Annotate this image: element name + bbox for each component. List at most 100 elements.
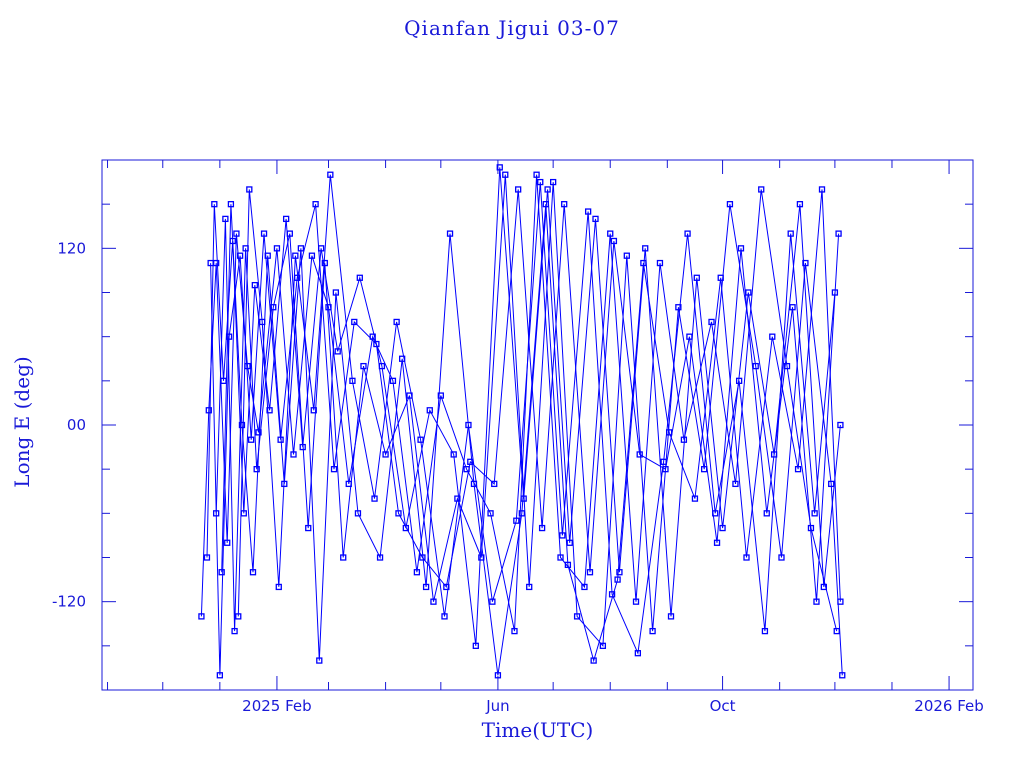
data-point-marker <box>332 289 340 296</box>
data-point-marker <box>837 598 844 605</box>
data-point-marker <box>758 186 765 193</box>
data-point-marker <box>371 495 378 502</box>
data-point-marker <box>417 436 424 443</box>
x-tick-label: 2025 Feb <box>242 697 312 715</box>
data-point-marker <box>273 245 281 252</box>
data-point-marker <box>616 569 623 576</box>
data-point-marker <box>561 201 568 208</box>
data-point-marker <box>566 539 573 546</box>
data-point-marker <box>818 186 826 193</box>
data-point-marker <box>813 598 820 605</box>
data-point-marker <box>227 201 235 208</box>
data-point-marker <box>467 458 474 465</box>
data-point-marker <box>426 407 433 414</box>
data-point-marker <box>260 230 268 237</box>
data-point-marker <box>607 230 614 237</box>
data-point-marker <box>489 598 496 605</box>
data-point-marker <box>550 178 557 186</box>
data-point-marker <box>389 377 397 384</box>
data-point-marker <box>632 598 640 605</box>
data-point-marker <box>360 362 367 370</box>
data-point-marker <box>351 318 358 326</box>
data-point-marker <box>573 613 581 620</box>
data-point-marker <box>732 480 739 488</box>
data-point-marker <box>422 583 430 591</box>
series-line <box>200 174 838 632</box>
data-point-marker <box>198 613 205 620</box>
data-point-marker <box>794 466 802 473</box>
data-point-marker <box>623 252 630 259</box>
series-2 <box>207 186 842 679</box>
data-point-marker <box>743 554 750 561</box>
data-point-marker <box>802 259 809 267</box>
data-point-marker <box>494 672 502 679</box>
data-point-marker <box>642 245 649 252</box>
data-point-marker <box>684 230 691 237</box>
data-point-marker <box>465 421 472 429</box>
series-3 <box>213 171 846 679</box>
data-point-marker <box>752 362 759 370</box>
data-point-marker <box>382 451 389 458</box>
data-point-marker <box>259 318 266 326</box>
data-point-marker <box>255 429 262 436</box>
data-point-marker <box>513 517 520 524</box>
data-point-marker <box>446 230 454 237</box>
data-point-marker <box>393 318 400 326</box>
series-line <box>206 167 841 646</box>
data-point-marker <box>308 252 316 259</box>
data-point-marker <box>544 186 551 193</box>
data-point-marker <box>712 510 719 517</box>
data-point-marker <box>526 583 533 591</box>
data-point-marker <box>270 304 277 311</box>
data-point-marker <box>789 304 796 311</box>
series-line <box>221 189 841 676</box>
data-point-marker <box>413 569 421 576</box>
data-point-marker <box>586 569 594 576</box>
data-point-marker <box>316 657 323 664</box>
data-point-marker <box>349 377 356 384</box>
data-point-marker <box>737 245 745 252</box>
data-point-marker <box>701 466 708 473</box>
series-1 <box>203 164 844 649</box>
data-point-marker <box>225 333 233 340</box>
data-point-marker <box>590 657 597 664</box>
data-point-marker <box>450 451 457 458</box>
data-point-marker <box>297 245 305 252</box>
data-point-marker <box>430 598 437 605</box>
data-point-marker <box>334 348 341 355</box>
data-point-marker <box>373 340 380 348</box>
chart-title: Qianfan Jigui 03-07 <box>404 16 620 40</box>
data-point-marker <box>693 274 700 281</box>
y-tick-label: -120 <box>52 593 86 611</box>
data-point-marker <box>584 208 592 215</box>
data-point-marker <box>437 392 444 399</box>
data-point-marker <box>581 583 588 591</box>
data-point-marker <box>839 672 846 679</box>
data-point-marker <box>312 201 319 208</box>
data-point-marker <box>660 458 667 465</box>
series-line <box>215 174 843 676</box>
data-point-marker <box>395 510 402 517</box>
data-point-marker <box>213 510 220 517</box>
data-point-marker <box>564 561 572 569</box>
data-point-marker <box>636 451 643 458</box>
data-point-marker <box>783 362 791 370</box>
data-point-marker <box>205 407 212 414</box>
data-point-marker <box>491 480 498 488</box>
series-line <box>237 174 836 656</box>
data-point-marker <box>222 215 229 223</box>
data-point-marker <box>236 252 244 259</box>
data-point-marker <box>216 672 224 679</box>
data-point-marker <box>542 201 549 208</box>
data-point-marker <box>203 554 211 561</box>
x-tick-label: Jun <box>485 697 509 715</box>
data-point-marker <box>207 259 214 267</box>
data-point-marker <box>238 421 246 429</box>
data-point-marker <box>275 583 282 591</box>
data-point-marker <box>717 274 724 281</box>
data-point-marker <box>735 377 743 384</box>
data-point-marker <box>828 480 835 488</box>
data-point-marker <box>667 613 675 620</box>
data-point-marker <box>691 495 699 502</box>
data-point-marker <box>472 642 479 649</box>
